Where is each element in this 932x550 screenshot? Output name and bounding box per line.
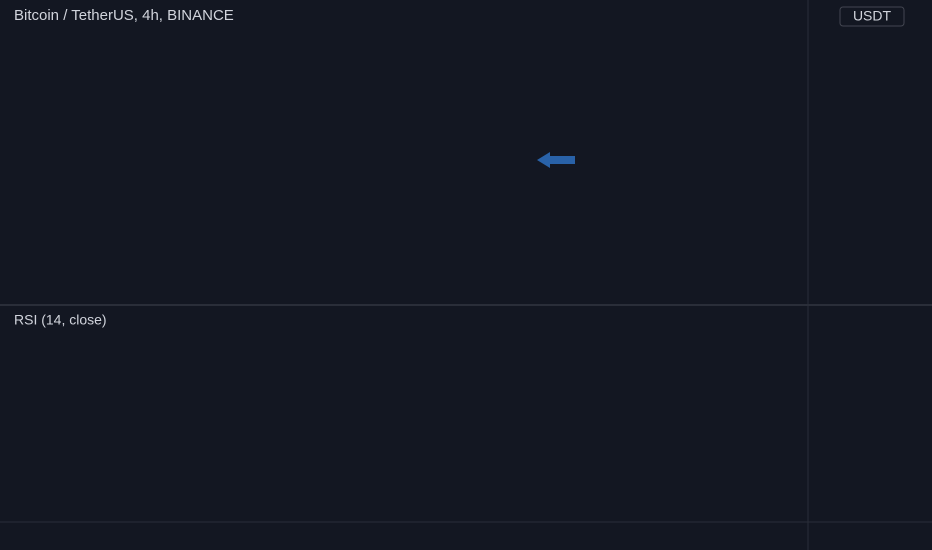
- indicator-title: RSI (14, close): [14, 312, 107, 328]
- chart-title: Bitcoin / TetherUS, 4h, BINANCE: [14, 7, 234, 24]
- currency-box[interactable]: [839, 6, 905, 27]
- currency-label[interactable]: USDT: [853, 8, 892, 24]
- arrow-annotation: [537, 152, 575, 168]
